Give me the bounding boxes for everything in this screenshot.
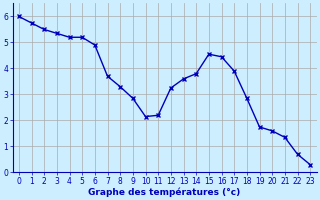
- X-axis label: Graphe des températures (°c): Graphe des températures (°c): [88, 187, 241, 197]
